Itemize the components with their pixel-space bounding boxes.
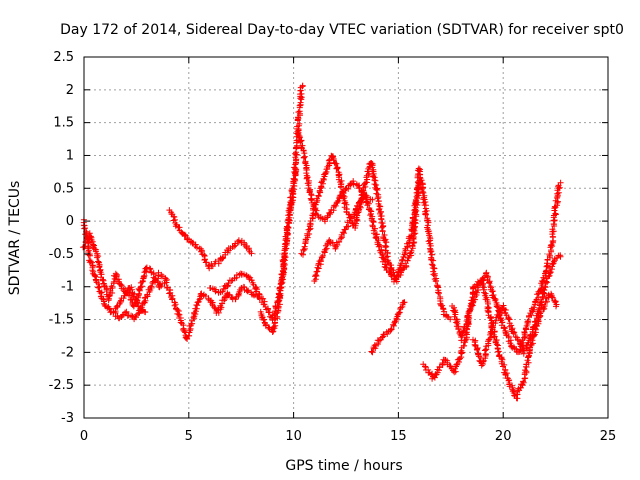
y-tick-label: 1	[66, 148, 74, 163]
x-tick-label: 25	[600, 429, 617, 444]
series-track-b	[80, 216, 149, 316]
marker-plus	[257, 166, 300, 335]
x-tick-label: 15	[390, 429, 407, 444]
axis-ticks: -3 -2.5 -2 -1.5 -1 -0.5 0 0.5 1 1.5 2 2.5 0 5 10 15 20 25	[49, 50, 617, 444]
y-tick-label: -3	[61, 411, 74, 426]
chart-title: Day 172 of 2014, Sidereal Day-to-day VTE…	[60, 22, 624, 38]
series-track-m	[449, 179, 564, 356]
y-tick-label: -2.5	[49, 378, 74, 393]
series-track-e	[163, 283, 263, 342]
marker-plus	[163, 283, 263, 342]
marker-plus	[449, 179, 564, 356]
y-tick-label: -1.5	[49, 313, 74, 328]
y-tick-label: -0.5	[49, 247, 74, 262]
x-tick-label: 20	[495, 429, 512, 444]
y-tick-label: 1.5	[53, 116, 74, 131]
marker-plus	[311, 190, 376, 284]
y-tick-label: 0	[66, 214, 74, 229]
marker-plus	[166, 207, 255, 272]
y-tick-label: -2	[61, 345, 74, 360]
marker-plus	[110, 269, 169, 323]
series-track-n	[470, 252, 564, 369]
series-track-d	[166, 207, 255, 272]
grid-lines	[84, 57, 608, 418]
marker-plus	[368, 299, 408, 356]
series-track-c	[110, 269, 169, 323]
x-tick-label: 0	[80, 429, 88, 444]
plot-frame	[83, 56, 609, 419]
series-track-g	[257, 166, 300, 335]
data-points	[80, 82, 564, 402]
y-tick-label: 2.5	[53, 50, 74, 65]
y-tick-label: -1	[61, 280, 74, 295]
y-tick-label: 2	[66, 83, 74, 98]
series-track-j	[311, 190, 376, 284]
x-axis-title: GPS time / hours	[285, 458, 402, 474]
x-tick-label: 5	[185, 429, 193, 444]
marker-plus	[80, 216, 149, 316]
marker-plus	[470, 252, 564, 369]
y-axis-title: SDTVAR / TECUs	[7, 181, 23, 296]
marker-plus	[80, 230, 170, 310]
series-track-a	[80, 230, 170, 310]
series-track-k	[368, 299, 408, 356]
y-tick-label: 0.5	[53, 181, 74, 196]
x-tick-label: 10	[285, 429, 302, 444]
